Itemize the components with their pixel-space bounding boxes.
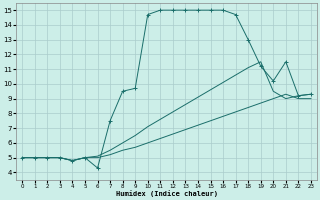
X-axis label: Humidex (Indice chaleur): Humidex (Indice chaleur) (116, 190, 218, 197)
